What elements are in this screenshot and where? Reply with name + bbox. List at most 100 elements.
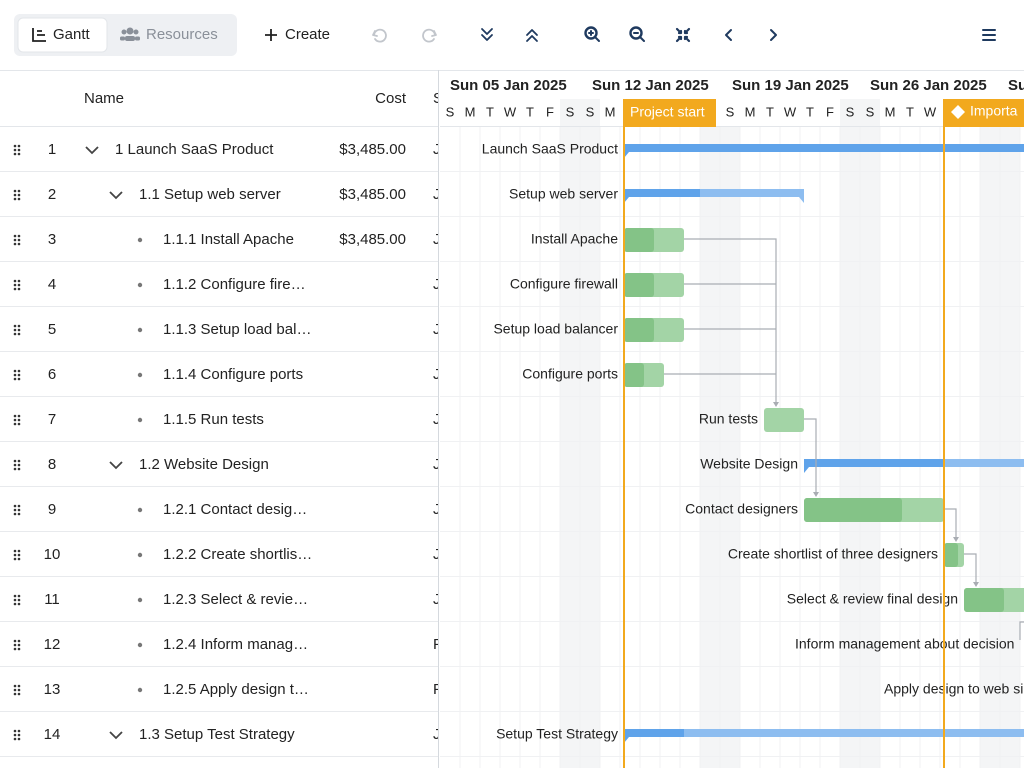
bar-label: Setup load balancer (493, 321, 618, 337)
task-progress (944, 543, 958, 567)
drag-handle (14, 415, 17, 418)
task-name: 1.1.4 Configure ports (163, 366, 303, 383)
task-start: J (433, 231, 441, 248)
expand-all-button[interactable] (482, 29, 492, 40)
bar-label: Configure firewall (510, 276, 618, 292)
day-label: T (526, 104, 534, 119)
bar-label: Inform management about decision (795, 636, 1014, 652)
dependency-arrow (973, 582, 979, 587)
task-progress (624, 228, 654, 252)
task-name: 1.1 Setup web server (139, 186, 281, 203)
bar-label: Contact designers (685, 501, 798, 517)
day-label: T (486, 104, 494, 119)
tab-label[interactable]: Gantt (53, 26, 91, 43)
tab-label[interactable]: Resources (146, 26, 218, 43)
expand-toggle (110, 732, 122, 738)
bar-label: Setup Test Strategy (496, 726, 618, 742)
drag-handle (14, 640, 17, 643)
task-name: 1.2 Website Design (139, 456, 269, 473)
drag-handle (14, 288, 17, 291)
summary-progress (624, 189, 700, 197)
drag-handle (14, 505, 17, 508)
summary-progress (624, 729, 684, 737)
drag-handle (14, 149, 17, 152)
column-header[interactable]: Cost (375, 90, 407, 107)
bullet (138, 328, 142, 332)
bar-label: Run tests (699, 411, 758, 427)
drag-handle (14, 554, 17, 557)
drag-handle (18, 513, 21, 516)
row-number: 8 (48, 456, 56, 473)
column-header[interactable]: Name (84, 90, 124, 107)
redo-button[interactable] (423, 30, 436, 42)
drag-handle (18, 689, 21, 692)
drag-handle (18, 333, 21, 336)
expand-toggle (110, 192, 122, 198)
week-label: Sun 26 Jan 2025 (870, 77, 987, 94)
row-number: 9 (48, 501, 56, 518)
week-label: Sun 19 Jan 2025 (732, 77, 849, 94)
day-label: M (745, 104, 756, 119)
drag-handle (18, 288, 21, 291)
day-label: S (726, 104, 735, 119)
drag-handle (18, 509, 21, 512)
task-start: J (433, 321, 441, 338)
drag-handle (14, 194, 17, 197)
week-label: Sun 05 Jan 2025 (450, 77, 567, 94)
task-name: 1.1.1 Install Apache (163, 231, 294, 248)
task-name: 1.1.2 Configure fire… (163, 276, 306, 293)
drag-handle (18, 550, 21, 553)
task-start: J (433, 501, 441, 518)
task-start: J (433, 726, 441, 743)
bar-label: Select & review final design (787, 591, 958, 607)
drag-handle (18, 329, 21, 332)
day-label: W (924, 104, 937, 119)
day-label: S (846, 104, 855, 119)
task-name: 1.2.1 Contact desig… (163, 501, 307, 518)
marker-label: Importa (970, 103, 1018, 119)
zoom-out-button[interactable] (631, 28, 645, 42)
task-start: J (433, 591, 441, 608)
menu-button[interactable] (983, 30, 995, 40)
row-number: 11 (44, 591, 60, 608)
drag-handle (14, 280, 17, 283)
next-button[interactable] (771, 30, 776, 40)
fit-button[interactable] (677, 29, 689, 41)
day-label: M (885, 104, 896, 119)
day-label: W (504, 104, 517, 119)
drag-handle (14, 374, 17, 377)
drag-handle (18, 243, 21, 246)
drag-handle (18, 648, 21, 651)
bullet (138, 508, 142, 512)
row-number: 10 (44, 546, 61, 563)
task-progress (804, 498, 902, 522)
zoom-in-button[interactable] (586, 28, 600, 42)
collapse-all-button[interactable] (527, 30, 537, 41)
summary-progress (804, 459, 944, 467)
drag-handle (14, 509, 17, 512)
task-bar (764, 408, 804, 432)
task-start: J (433, 141, 441, 158)
drag-handle (14, 423, 17, 426)
drag-handle (14, 198, 17, 201)
day-label: S (586, 104, 595, 119)
bullet (138, 418, 142, 422)
drag-handle (14, 644, 17, 647)
drag-handle (18, 599, 21, 602)
row-number: 6 (48, 366, 56, 383)
drag-handle (18, 198, 21, 201)
create-button[interactable]: Create (285, 26, 330, 43)
task-cost: $3,485.00 (339, 186, 406, 203)
previous-button[interactable] (726, 30, 731, 40)
task-name: 1.2.3 Select & revie… (163, 591, 308, 608)
week-label: Su (1008, 77, 1024, 94)
drag-handle (18, 685, 21, 688)
drag-handle (18, 415, 21, 418)
drag-handle (14, 734, 17, 737)
task-start: F (433, 636, 442, 653)
bar-label: Website Design (700, 456, 798, 472)
undo-button[interactable] (373, 30, 386, 42)
day-label: M (605, 104, 616, 119)
task-name: 1.2.4 Inform manag… (163, 636, 308, 653)
